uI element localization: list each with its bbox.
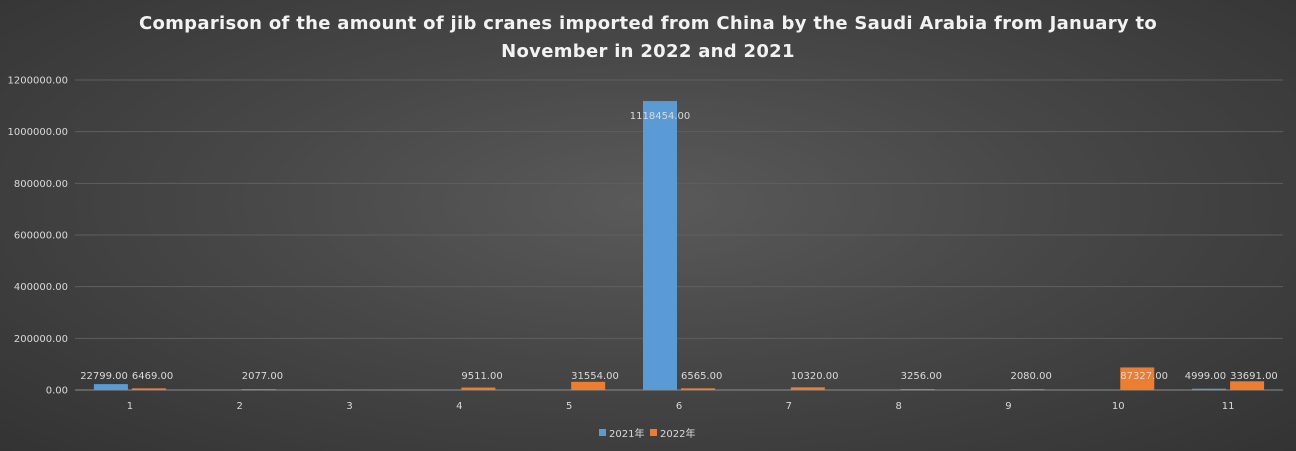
x-tick-label: 1 xyxy=(127,401,133,412)
bar-2022-5[interactable] xyxy=(571,381,606,390)
data-label: 4999.00 xyxy=(1185,371,1226,382)
bar-2021-6[interactable] xyxy=(643,101,677,391)
y-tick-label: 400000.00 xyxy=(14,282,68,293)
bar-2021-1[interactable] xyxy=(93,384,128,390)
data-label: 1118454.00 xyxy=(630,111,690,122)
y-axis: 0.00 200000.00 400000.00 600000.00 800000.00… xyxy=(8,76,68,397)
data-label: 3256.00 xyxy=(901,371,942,382)
bar-2022-6[interactable] xyxy=(681,388,715,390)
bar-2022-7[interactable] xyxy=(790,387,825,390)
y-tick-label: 600000.00 xyxy=(14,231,68,242)
bar-2022-1[interactable] xyxy=(131,388,166,390)
x-tick-label: 3 xyxy=(346,401,352,412)
legend-label-2021: 2021年 xyxy=(609,427,644,440)
chart-title-line-1: Comparison of the amount of jib cranes i… xyxy=(138,13,1158,34)
data-label: 33691.00 xyxy=(1230,371,1278,382)
legend-swatch-2022 xyxy=(650,429,657,436)
data-label: 87327.00 xyxy=(1120,371,1168,382)
x-tick-label: 4 xyxy=(456,401,462,412)
x-axis: 1 2 3 4 5 6 7 8 9 10 11 xyxy=(127,401,1235,412)
chart-title-line-2: November in 2022 and 2021 xyxy=(501,41,795,62)
y-tick-label: 800000.00 xyxy=(14,179,68,190)
y-tick-label: 200000.00 xyxy=(14,334,68,345)
x-tick-label: 7 xyxy=(786,401,792,412)
bar-2022-4[interactable] xyxy=(461,387,496,390)
data-labels: 22799.00 1118454.00 4999.00 6469.00 2077.00 9… xyxy=(80,111,1278,382)
bar-2022-2[interactable] xyxy=(241,389,276,390)
data-label: 2080.00 xyxy=(1010,371,1051,382)
data-label: 6469.00 xyxy=(132,371,173,382)
x-tick-label: 8 xyxy=(895,401,901,412)
legend[interactable]: 2021年 2022年 xyxy=(599,427,695,440)
y-tick-label: 0.00 xyxy=(46,386,68,397)
bars xyxy=(93,101,1265,391)
bar-2022-10[interactable] xyxy=(1120,367,1155,390)
bar-2022-11[interactable] xyxy=(1230,381,1265,390)
data-label: 22799.00 xyxy=(80,371,128,382)
x-tick-label: 10 xyxy=(1112,401,1125,412)
chart-title: Comparison of the amount of jib cranes i… xyxy=(0,10,1296,66)
bar-2021-11[interactable] xyxy=(1192,388,1227,390)
legend-label-2022: 2022年 xyxy=(660,427,695,440)
data-label: 6565.00 xyxy=(681,371,722,382)
x-tick-label: 2 xyxy=(237,401,243,412)
data-label: 31554.00 xyxy=(571,371,619,382)
data-label: 10320.00 xyxy=(791,371,839,382)
data-label: 9511.00 xyxy=(461,371,502,382)
bar-2022-9[interactable] xyxy=(1010,389,1045,390)
legend-swatch-2021 xyxy=(599,429,606,436)
y-tick-label: 1200000.00 xyxy=(8,76,68,87)
y-tick-label: 1000000.00 xyxy=(8,127,68,138)
x-tick-label: 6 xyxy=(676,401,682,412)
data-label: 2077.00 xyxy=(242,371,283,382)
x-tick-label: 9 xyxy=(1005,401,1011,412)
x-tick-label: 11 xyxy=(1222,401,1235,412)
bar-2022-8[interactable] xyxy=(900,389,935,390)
x-tick-label: 5 xyxy=(566,401,572,412)
gridlines xyxy=(75,79,1283,391)
